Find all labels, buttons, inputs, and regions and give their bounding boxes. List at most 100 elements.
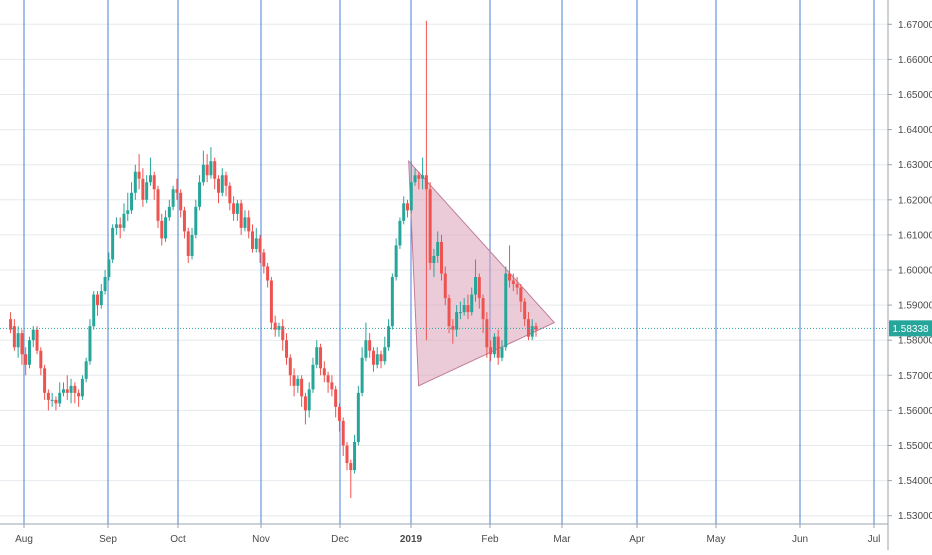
candles-layer [9,20,538,499]
time-tick-label: May [707,534,726,545]
candle-body [432,255,436,263]
candle-body [24,354,28,365]
candle [224,171,228,197]
candle-body [16,333,20,348]
current-price-label: 1.58338 [892,324,929,335]
candle [424,20,428,341]
candle-body [281,326,285,341]
candle-body [466,305,470,313]
candle-body [156,189,160,221]
candle [322,361,326,383]
time-tick-label: Apr [629,534,645,545]
candle-body [235,203,239,214]
candle-body [96,294,100,306]
candle [114,217,118,235]
candle-body [133,171,137,193]
candle [190,227,194,260]
candle [198,175,202,211]
time-tick-label: Mar [553,534,571,545]
candle-body [356,392,360,442]
candle-body [413,175,417,183]
candle [77,389,81,407]
candle [137,154,141,190]
candle [254,227,258,253]
candle-body [164,217,168,239]
candle [360,347,364,397]
candle-body [92,294,96,327]
candle [31,326,35,348]
candle [141,168,145,207]
candle-body [364,340,368,358]
candle [292,368,296,397]
candle-body [455,312,459,330]
candle-body [220,175,224,193]
candle [194,199,198,239]
candle-body [167,206,171,218]
candle [92,291,96,330]
candle [171,185,175,211]
candle-body [107,259,111,278]
candle-body [65,389,69,393]
candle [288,354,292,386]
candle-body [508,273,512,281]
candle-body [50,399,54,401]
candle [24,347,28,376]
candle [69,378,73,404]
candle-body [534,326,538,330]
candle [440,234,443,281]
candle [307,382,311,418]
candle [216,175,220,204]
candle-body [152,175,156,190]
candle-body [319,347,323,369]
candle-body [73,385,77,393]
price-tick-label: 1.56000 [898,406,932,417]
candle [269,277,273,330]
time-tick-label: Jun [792,534,808,545]
candle [421,157,425,190]
candle-body [39,350,43,369]
candle-body [254,238,258,249]
candle [405,199,409,218]
current-price-badge: 1.58338 [889,320,932,337]
candle-body [9,319,13,330]
candle [368,333,372,358]
candle-body [228,185,232,204]
candle-body [360,357,364,393]
candle [319,343,323,376]
candle [311,357,315,393]
candle-body [462,305,466,313]
candle-body [247,217,251,232]
candle [398,217,402,249]
candle [341,417,345,457]
current-price-label-bg [889,320,932,337]
candle-body [182,210,186,232]
candle [315,340,319,369]
candle [235,199,239,221]
price-tick-label: 1.63000 [898,160,932,171]
candle [504,266,508,351]
candle-body [368,340,372,351]
candle [251,224,254,253]
candle-body [353,441,357,471]
price-tick-label: 1.60000 [898,266,932,277]
candle [239,199,243,235]
candle [371,347,375,372]
candle [103,270,107,295]
candle-body [511,280,515,285]
time-axis[interactable]: Aug Sep Oct Nov Dec 2019 Feb Mar Apr May Jun Jul [15,524,880,545]
time-axis-background [0,524,888,550]
candle [107,252,111,281]
candle-body [118,224,122,228]
candle [130,182,134,214]
price-axis[interactable]: 1.67000 1.66000 1.65000 1.64000 1.63000 1.620… [888,20,932,522]
price-tick-label: 1.67000 [898,20,932,31]
candle [375,347,379,369]
candle-body [443,273,447,299]
candle-body [530,326,534,337]
candle-body [519,287,523,302]
candle [39,347,43,376]
candle-body [424,175,428,190]
candle-body [349,463,353,471]
